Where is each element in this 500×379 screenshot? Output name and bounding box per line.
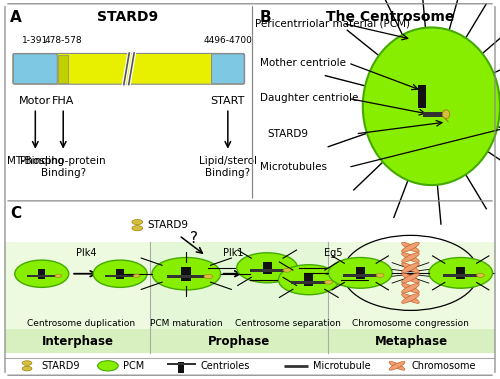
- Bar: [58, 55, 68, 83]
- Bar: [5, 242, 150, 353]
- Text: Daughter centriole: Daughter centriole: [260, 93, 358, 103]
- Text: Interphase: Interphase: [42, 335, 114, 348]
- Ellipse shape: [363, 27, 500, 185]
- FancyBboxPatch shape: [212, 54, 244, 84]
- Bar: [304, 274, 313, 286]
- Text: PCM: PCM: [122, 361, 144, 371]
- Ellipse shape: [237, 253, 298, 283]
- Ellipse shape: [476, 273, 484, 277]
- Text: Metaphase: Metaphase: [375, 335, 448, 348]
- Ellipse shape: [402, 243, 419, 252]
- Bar: [418, 85, 426, 108]
- Ellipse shape: [442, 110, 450, 119]
- Text: STARD9: STARD9: [42, 361, 80, 371]
- Text: Plk1: Plk1: [222, 248, 243, 258]
- Bar: [38, 269, 46, 279]
- Text: Eg5: Eg5: [324, 248, 342, 258]
- Ellipse shape: [402, 253, 419, 262]
- Bar: [178, 362, 184, 373]
- Ellipse shape: [402, 263, 419, 273]
- Text: Microtubule: Microtubule: [312, 361, 370, 371]
- Ellipse shape: [278, 265, 339, 295]
- Bar: [328, 242, 495, 353]
- Ellipse shape: [328, 258, 392, 288]
- Ellipse shape: [132, 226, 142, 231]
- Ellipse shape: [93, 260, 147, 287]
- FancyBboxPatch shape: [13, 53, 244, 84]
- Text: Pericentrriolar material (PCM): Pericentrriolar material (PCM): [255, 19, 410, 28]
- Text: STARD9: STARD9: [267, 129, 308, 139]
- Text: 4496-4700: 4496-4700: [204, 36, 252, 45]
- Ellipse shape: [98, 361, 118, 371]
- Ellipse shape: [402, 294, 419, 303]
- Text: Centrosome separation: Centrosome separation: [236, 319, 341, 328]
- Text: Prophase: Prophase: [208, 335, 270, 348]
- Ellipse shape: [402, 253, 419, 262]
- Ellipse shape: [429, 258, 492, 288]
- Ellipse shape: [376, 273, 384, 277]
- Text: 1-391: 1-391: [22, 36, 48, 45]
- Ellipse shape: [402, 283, 419, 293]
- Text: START: START: [210, 96, 245, 106]
- Text: MT-Binding: MT-Binding: [6, 155, 64, 166]
- Ellipse shape: [132, 219, 142, 225]
- Bar: [182, 267, 191, 280]
- Ellipse shape: [402, 273, 419, 283]
- Ellipse shape: [402, 294, 419, 303]
- Text: Microtubules: Microtubules: [260, 162, 327, 172]
- Ellipse shape: [22, 361, 32, 365]
- FancyBboxPatch shape: [14, 54, 58, 84]
- Ellipse shape: [402, 243, 419, 252]
- Ellipse shape: [389, 362, 405, 370]
- Text: Plk4: Plk4: [76, 248, 96, 258]
- Text: Chromosome congression: Chromosome congression: [352, 319, 469, 328]
- Text: Mother centriole: Mother centriole: [260, 58, 346, 68]
- Ellipse shape: [402, 263, 419, 273]
- Bar: [27, 275, 56, 277]
- Ellipse shape: [134, 274, 140, 277]
- Bar: [262, 262, 272, 274]
- Bar: [250, 269, 285, 272]
- Text: The Centrosome: The Centrosome: [326, 10, 454, 24]
- Bar: [423, 112, 445, 116]
- Bar: [150, 242, 328, 353]
- Bar: [106, 275, 135, 277]
- Ellipse shape: [55, 274, 62, 277]
- Text: A: A: [10, 10, 22, 25]
- Text: STARD9: STARD9: [97, 10, 158, 24]
- Text: Centrioles: Centrioles: [200, 361, 250, 371]
- Ellipse shape: [15, 260, 68, 287]
- Ellipse shape: [324, 280, 332, 284]
- Bar: [5, 329, 495, 353]
- Bar: [342, 274, 378, 277]
- Text: FHA: FHA: [52, 96, 74, 106]
- Bar: [291, 281, 326, 283]
- Ellipse shape: [402, 283, 419, 293]
- Ellipse shape: [402, 273, 419, 283]
- Text: Phospho-protein
Binding?: Phospho-protein Binding?: [20, 155, 106, 178]
- Ellipse shape: [152, 258, 220, 290]
- Bar: [443, 274, 478, 277]
- Ellipse shape: [283, 268, 291, 272]
- Bar: [166, 363, 196, 365]
- Bar: [456, 267, 465, 279]
- Text: Centrosome duplication: Centrosome duplication: [27, 319, 135, 328]
- Text: STARD9: STARD9: [147, 220, 188, 230]
- Ellipse shape: [204, 274, 213, 279]
- Ellipse shape: [22, 366, 32, 371]
- Bar: [166, 275, 206, 278]
- Text: Lipid/sterol
Binding?: Lipid/sterol Binding?: [199, 155, 257, 178]
- Text: ?: ?: [190, 231, 198, 246]
- Bar: [356, 267, 364, 279]
- Text: B: B: [260, 10, 272, 25]
- Bar: [116, 269, 124, 279]
- Ellipse shape: [389, 362, 405, 370]
- Text: Motor: Motor: [19, 96, 52, 106]
- Text: 478-578: 478-578: [44, 36, 82, 45]
- Text: Chromosome: Chromosome: [412, 361, 476, 371]
- Text: C: C: [10, 206, 21, 221]
- Text: PCM maturation: PCM maturation: [150, 319, 222, 328]
